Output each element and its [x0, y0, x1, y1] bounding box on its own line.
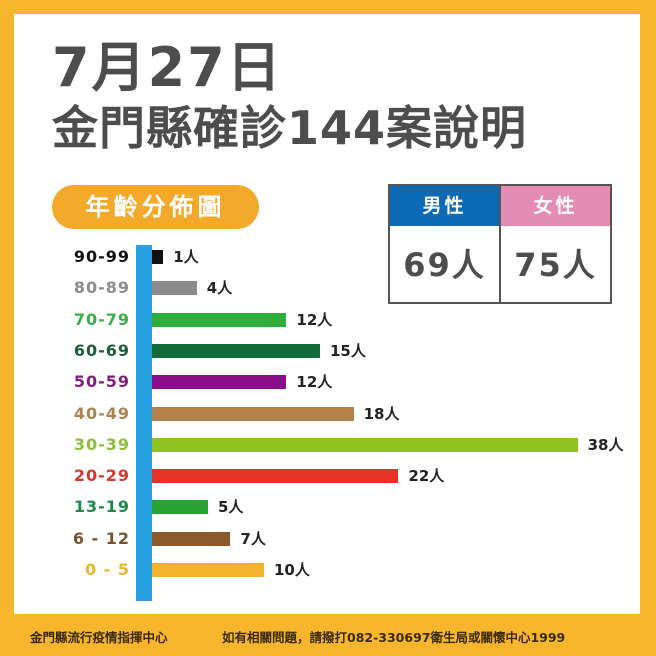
bar: [152, 281, 197, 296]
bar-row: 6 - 12 7人: [0, 523, 656, 555]
male-count: 69人: [403, 246, 486, 284]
age-group-label: 60-69: [73, 340, 130, 360]
age-group-label: 30-39: [73, 434, 130, 454]
bar-row: 20-29 22人: [0, 460, 656, 492]
footer-hotline: 如有相關問題，請撥打082-330697衛生局或關懷中心1999: [222, 630, 566, 645]
bar-value-label: 12人: [296, 373, 333, 392]
footer-org: 金門縣流行疫情指揮中心: [30, 630, 168, 645]
bar-row: 30-39 38人: [0, 429, 656, 461]
bar-value-label: 7人: [240, 529, 266, 548]
female-count: 75人: [514, 246, 597, 284]
bar-row: 80-89 4人: [0, 272, 656, 304]
bar-value-label: 4人: [206, 279, 233, 298]
bar: [152, 437, 578, 452]
bar-value-label: 38人: [587, 435, 624, 454]
age-group-label: 0 - 5: [84, 560, 130, 579]
chart-axis: [136, 245, 152, 601]
bar-row: 13-19 5人: [0, 491, 656, 523]
bar: [152, 500, 208, 515]
age-group-label: 13-19: [73, 497, 130, 517]
age-group-label: 40-49: [73, 403, 130, 423]
age-group-label: 90-99: [73, 247, 130, 266]
bar: [152, 406, 354, 421]
bar: [152, 343, 320, 358]
bar-row: 0 - 5 10人: [0, 554, 656, 586]
bar-row: 90-99 1人: [0, 241, 656, 273]
date-title: 7月27日: [52, 36, 283, 99]
bar-value-label: 22人: [408, 467, 445, 486]
bar: [152, 469, 399, 484]
bar-value-label: 1人: [173, 248, 199, 266]
bar-value-label: 5人: [218, 498, 244, 517]
bar: [152, 563, 264, 577]
female-header: 女性: [501, 186, 610, 226]
bar-row: 60-69 15人: [0, 335, 656, 367]
bar: [152, 312, 287, 327]
bar-value-label: 18人: [363, 404, 400, 423]
bar-row: 70-79 12人: [0, 304, 656, 336]
age-group-label: 80-89: [73, 278, 130, 298]
gender-table: 男性 69人 女性 75人: [388, 184, 612, 304]
bar-value-label: 12人: [296, 310, 333, 329]
infographic-panel: [14, 14, 640, 614]
age-group-label: 70-79: [73, 309, 130, 329]
page-title: 金門縣確診144案說明: [52, 101, 528, 155]
section-label-pill: 年齡分佈圖: [52, 185, 259, 229]
bar-value-label: 10人: [274, 561, 310, 579]
bar: [152, 250, 164, 264]
gender-male-column: 男性 69人: [390, 186, 499, 302]
bar-value-label: 15人: [330, 341, 366, 360]
bar-row: 40-49 18人: [0, 398, 656, 430]
age-group-label: 20-29: [73, 466, 130, 486]
bar-row: 50-59 12人: [0, 366, 656, 398]
bar: [152, 531, 231, 546]
male-header: 男性: [390, 186, 499, 226]
age-group-label: 50-59: [73, 372, 130, 392]
gender-female-column: 女性 75人: [499, 186, 610, 302]
age-group-label: 6 - 12: [72, 528, 130, 548]
bar: [152, 375, 287, 390]
